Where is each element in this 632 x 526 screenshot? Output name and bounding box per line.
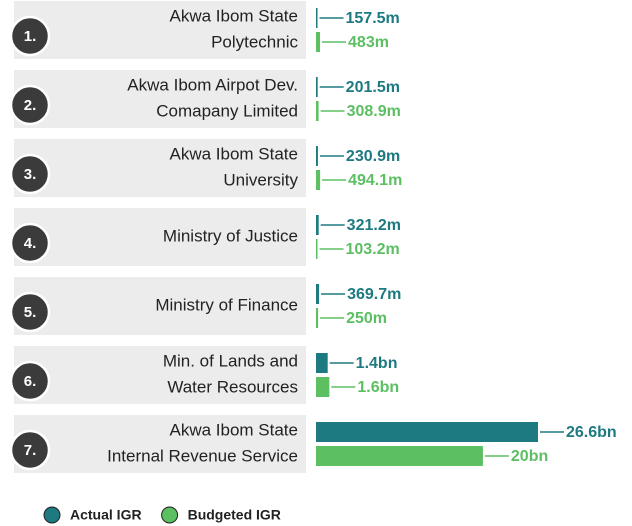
legend-label: Actual IGR	[70, 507, 142, 523]
rank-badge	[9, 15, 51, 57]
bar	[316, 308, 319, 328]
bar	[316, 284, 320, 304]
value-label: 1.4bn	[356, 355, 398, 372]
value-label: 20bn	[511, 448, 548, 465]
label-box	[14, 139, 306, 197]
legend-swatch	[161, 506, 179, 524]
value-label: 308.9m	[347, 103, 401, 120]
bar	[316, 32, 321, 52]
legend-swatch	[43, 506, 61, 524]
bar	[316, 353, 328, 373]
value-label: 201.5m	[346, 79, 400, 96]
rank-label: 2.	[24, 97, 37, 114]
bar	[316, 77, 318, 97]
category-label: Akwa Ibom Airpot Dev.	[127, 75, 298, 94]
bar	[316, 446, 483, 466]
category-label: Comapany Limited	[156, 101, 298, 120]
value-label: 494.1m	[348, 172, 402, 189]
value-label: 103.2m	[346, 241, 400, 258]
bar	[316, 8, 318, 28]
label-box	[14, 415, 306, 473]
category-label: Akwa Ibom State	[169, 6, 298, 25]
label-box	[14, 277, 306, 335]
value-label: 250m	[346, 310, 387, 327]
label-box	[14, 208, 306, 266]
category-label: Ministry of Justice	[163, 226, 298, 245]
category-label: Min. of Lands and	[163, 351, 298, 370]
legend-label: Budgeted IGR	[188, 507, 281, 523]
value-label: 157.5m	[346, 10, 400, 27]
rank-badge	[9, 291, 51, 333]
category-label: Water Resources	[167, 377, 298, 396]
rank-badge	[9, 84, 51, 126]
bar	[316, 215, 319, 235]
label-box	[14, 70, 306, 128]
value-label: 26.6bn	[566, 424, 617, 441]
bar	[316, 422, 538, 442]
value-label: 321.2m	[347, 217, 401, 234]
rank-label: 5.	[24, 304, 37, 321]
rank-label: 3.	[24, 166, 37, 183]
rank-badge	[9, 360, 51, 402]
bar	[316, 239, 318, 259]
category-label: Akwa Ibom State	[169, 420, 298, 439]
rank-badge	[9, 153, 51, 195]
rank-label: 1.	[24, 28, 37, 45]
bar	[316, 170, 321, 190]
label-box	[14, 346, 306, 404]
bar	[316, 146, 318, 166]
category-label: University	[223, 170, 298, 189]
value-label: 483m	[348, 34, 389, 51]
category-label: Ministry of Finance	[155, 295, 298, 314]
category-label: Internal Revenue Service	[107, 446, 298, 465]
label-box	[14, 1, 306, 59]
value-label: 1.6bn	[357, 379, 399, 396]
value-label: 230.9m	[346, 148, 400, 165]
rank-badge	[9, 429, 51, 471]
rank-label: 4.	[24, 235, 37, 252]
category-label: Polytechnic	[211, 32, 298, 51]
bar	[316, 377, 330, 397]
category-label: Akwa Ibom State	[169, 144, 298, 163]
rank-badge	[9, 222, 51, 264]
bar	[316, 101, 319, 121]
rank-label: 6.	[24, 373, 37, 390]
value-label: 369.7m	[347, 286, 401, 303]
rank-label: 7.	[24, 442, 37, 459]
